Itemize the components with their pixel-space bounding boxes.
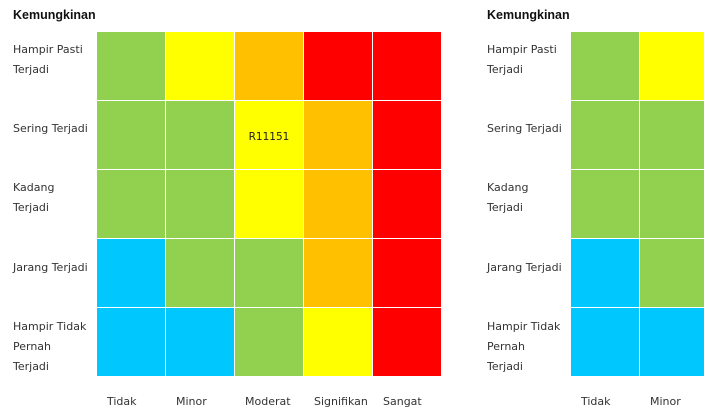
column-label: Minor xyxy=(176,395,207,408)
risk-cell-green xyxy=(235,308,303,376)
risk-cell-blue xyxy=(97,308,165,376)
row-label: Kadang Terjadi xyxy=(13,181,55,214)
row-label: Hampir Pasti Terjadi xyxy=(487,43,557,76)
row-label: Jarang Terjadi xyxy=(13,261,88,274)
risk-cell-yellow: R11151 xyxy=(235,101,303,169)
risk-cell-yellow xyxy=(235,170,303,238)
column-label: Moderat xyxy=(245,395,291,408)
row-label: Sering Terjadi xyxy=(13,122,88,135)
risk-cell-green xyxy=(571,170,639,238)
risk-cell-yellow xyxy=(166,32,234,100)
risk-cell-green xyxy=(166,170,234,238)
risk-cell-green xyxy=(571,101,639,169)
column-label: Signifikan xyxy=(314,395,368,408)
risk-cell-orange xyxy=(235,32,303,100)
risk-cell-green xyxy=(166,239,234,307)
row-label: Hampir Tidak Pernah Terjadi xyxy=(487,320,561,373)
risk-cell-red xyxy=(373,239,441,307)
risk-cell-green xyxy=(166,101,234,169)
column-label: Tidak xyxy=(581,395,611,408)
row-label: Kadang Terjadi xyxy=(487,181,529,214)
risk-cell-blue xyxy=(97,239,165,307)
column-label: Tidak xyxy=(107,395,137,408)
risk-grid xyxy=(571,32,704,376)
risk-cell-yellow xyxy=(640,32,704,100)
risk-cell-green xyxy=(235,239,303,307)
risk-cell-blue xyxy=(571,308,639,376)
risk-cell-green xyxy=(97,32,165,100)
risk-id-label: R11151 xyxy=(248,131,290,143)
impact-axis: Tidak Minor xyxy=(571,395,704,408)
risk-cell-red xyxy=(373,308,441,376)
risk-cell-blue xyxy=(166,308,234,376)
risk-cell-red xyxy=(373,101,441,169)
left-risk-matrix: Kemungkinan Hampir Pasti Terjadi Sering T… xyxy=(13,8,441,408)
risk-cell-blue xyxy=(571,239,639,307)
row-label: Sering Terjadi xyxy=(487,122,562,135)
risk-cell-green xyxy=(571,32,639,100)
column-label: Sangat xyxy=(383,395,422,408)
risk-cell-orange xyxy=(304,170,372,238)
row-label: Jarang Terjadi xyxy=(487,261,562,274)
risk-cell-red xyxy=(373,32,441,100)
risk-cell-green xyxy=(97,101,165,169)
risk-cell-red xyxy=(373,170,441,238)
risk-cell-yellow xyxy=(304,308,372,376)
risk-cell-orange xyxy=(304,101,372,169)
risk-cell-blue xyxy=(640,308,704,376)
impact-axis: Tidak Minor Moderat Signifikan Sangat xyxy=(97,395,441,408)
row-label: Hampir Tidak Pernah Terjadi xyxy=(13,320,87,373)
right-risk-matrix: Kemungkinan Hampir Pasti Terjadi Sering T… xyxy=(474,0,704,412)
likelihood-title: Kemungkinan xyxy=(487,8,570,22)
risk-cell-green xyxy=(640,101,704,169)
row-label: Hampir Pasti Terjadi xyxy=(13,43,83,76)
column-label: Minor xyxy=(650,395,681,408)
risk-cell-red xyxy=(304,32,372,100)
risk-grid: R11151 xyxy=(97,32,441,376)
likelihood-title: Kemungkinan xyxy=(13,8,96,22)
risk-cell-orange xyxy=(304,239,372,307)
risk-cell-green xyxy=(640,170,704,238)
risk-cell-green xyxy=(97,170,165,238)
risk-cell-green xyxy=(640,239,704,307)
